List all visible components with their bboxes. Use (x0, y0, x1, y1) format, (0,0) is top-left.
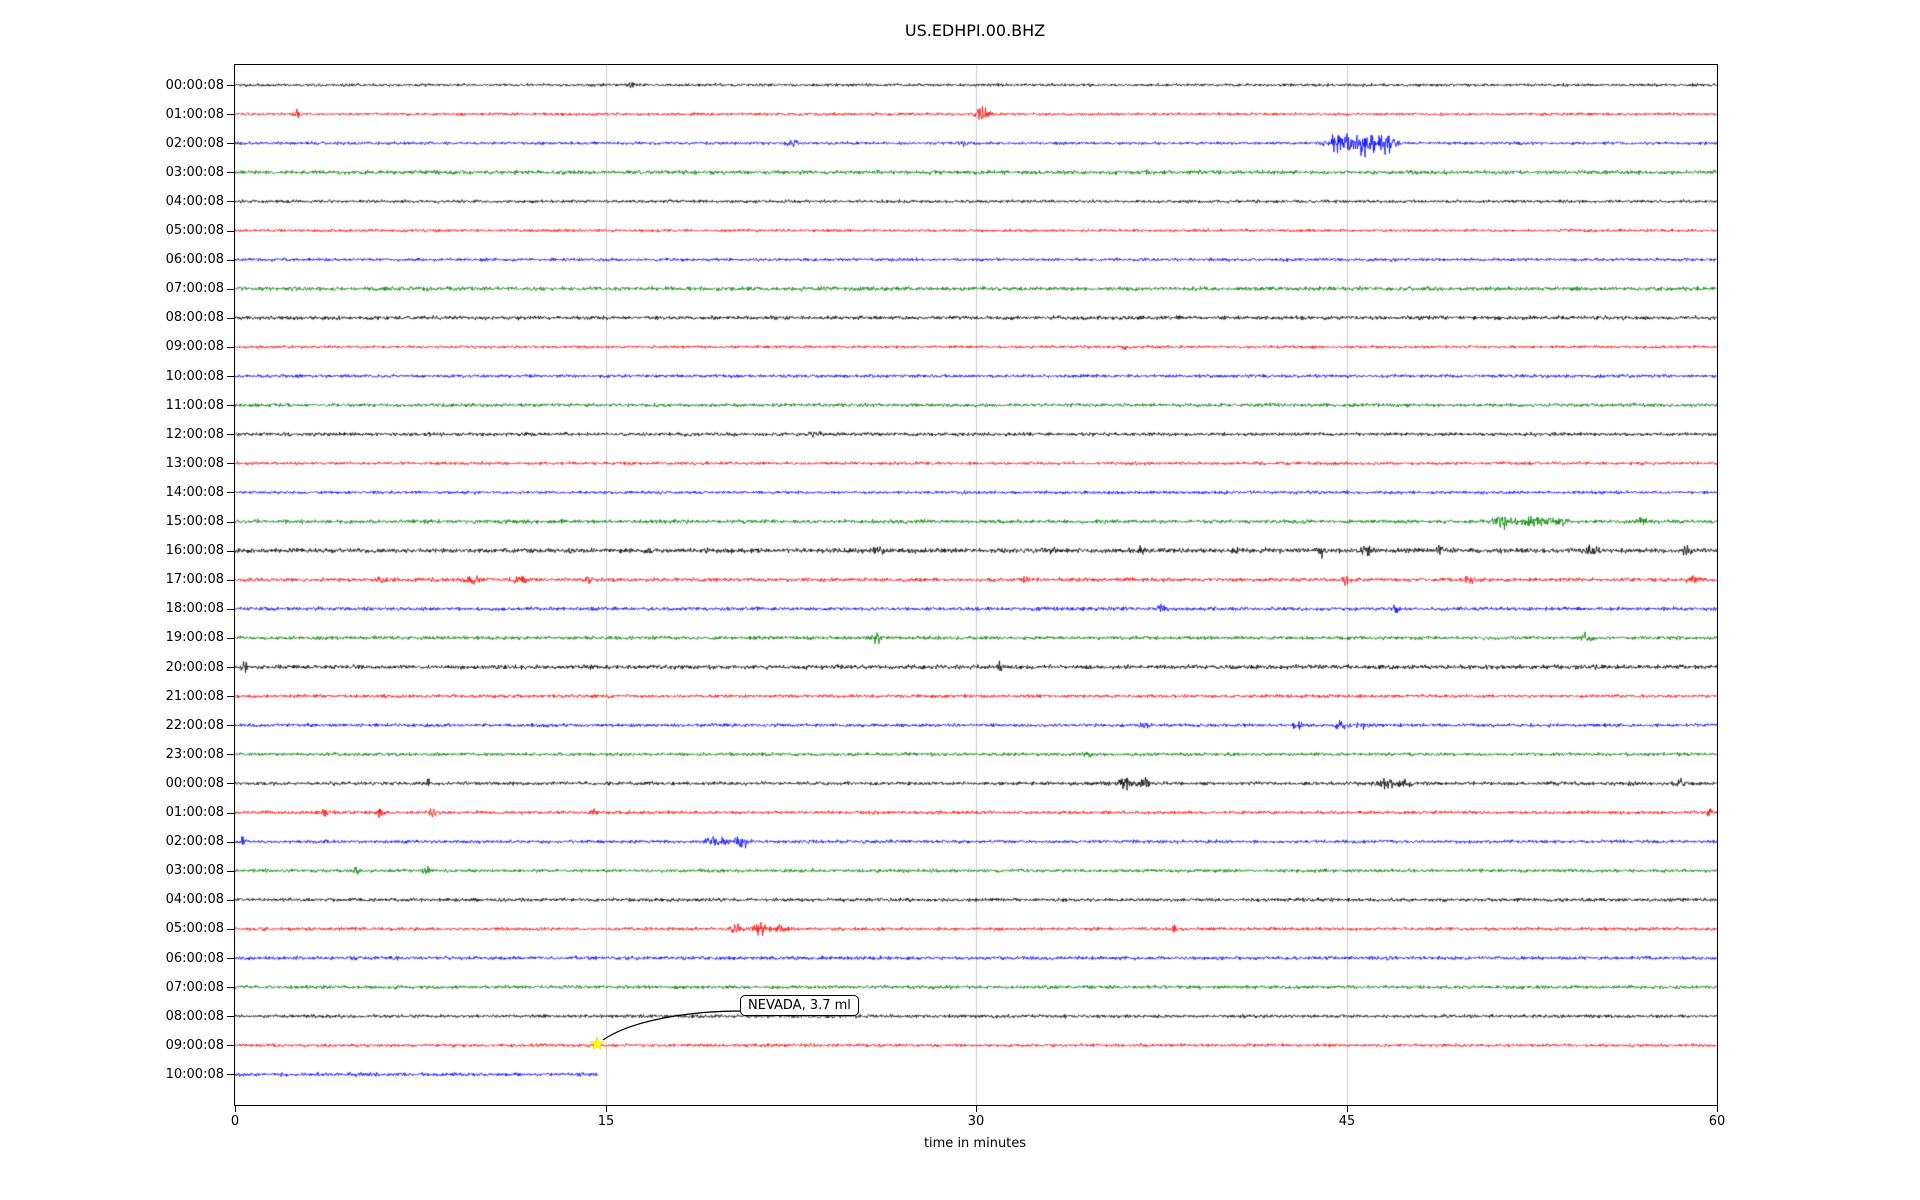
y-axis-label: 05:00:08 (165, 921, 224, 937)
y-axis-tick (227, 143, 234, 144)
y-axis-tick (227, 522, 234, 523)
y-axis-label: 01:00:08 (165, 805, 224, 820)
event-annotation-text: NEVADA, 3.7 ml (748, 998, 851, 1013)
y-axis-label: 19:00:08 (165, 630, 224, 646)
x-axis-label: time in minutes (923, 1136, 1027, 1151)
y-axis-label: 23:00:08 (165, 746, 224, 762)
y-axis-label: 21:00:08 (165, 688, 224, 704)
y-axis-tick (227, 289, 234, 290)
y-axis-tick (227, 813, 234, 814)
y-axis-label: 09:00:08 (165, 1037, 224, 1053)
y-axis-tick (227, 754, 234, 755)
y-axis-tick (227, 929, 234, 930)
x-tick-label: 0 (230, 1114, 240, 1129)
y-axis-label: 18:00:08 (165, 601, 224, 617)
y-axis-label: 09:00:08 (165, 339, 224, 355)
x-tick-label: 15 (597, 1114, 615, 1129)
y-axis-tick (227, 114, 234, 115)
y-axis-tick (227, 1016, 234, 1017)
y-axis-tick (227, 580, 234, 581)
y-axis-label: 00:00:08 (165, 775, 224, 791)
y-axis-tick (227, 696, 234, 697)
y-axis-label: 16:00:08 (165, 543, 224, 559)
y-axis-tick (227, 1045, 234, 1046)
y-axis-tick (227, 318, 234, 319)
y-axis-tick (227, 492, 234, 493)
y-axis-label: 08:00:08 (165, 1008, 224, 1024)
y-axis-label: 13:00:08 (165, 455, 224, 471)
y-axis-label: 00:00:08 (165, 77, 224, 93)
y-axis-tick (227, 463, 234, 464)
y-axis-tick (227, 958, 234, 959)
y-axis-label: 03:00:08 (165, 863, 224, 879)
y-axis-label: 01:00:08 (165, 106, 224, 122)
x-axis-tick (1717, 1106, 1718, 1112)
y-axis-label: 04:00:08 (165, 193, 224, 209)
y-axis-label: 12:00:08 (165, 426, 224, 442)
y-axis-label: 07:00:08 (165, 281, 224, 297)
y-axis-label: 04:00:08 (165, 892, 224, 908)
y-axis-label: 14:00:08 (165, 484, 224, 500)
x-axis-tick (235, 1106, 236, 1112)
y-axis-label: 08:00:08 (165, 310, 224, 326)
y-axis-tick (227, 405, 234, 406)
y-axis-tick (227, 1074, 234, 1075)
y-axis-tick (227, 638, 234, 639)
y-axis-tick (227, 347, 234, 348)
y-axis-tick (227, 667, 234, 668)
y-axis-tick (227, 987, 234, 988)
y-axis-tick (227, 900, 234, 901)
y-axis-tick (227, 871, 234, 872)
y-axis-tick (227, 201, 234, 202)
y-axis-label: 11:00:08 (165, 397, 224, 413)
trace-canvas (235, 65, 1717, 1105)
y-axis-tick (227, 172, 234, 173)
y-axis-tick (227, 231, 234, 232)
x-tick-label: 45 (1338, 1114, 1356, 1129)
y-axis-label: 02:00:08 (165, 135, 224, 151)
y-axis-label: 07:00:08 (165, 979, 224, 995)
y-axis-label: 06:00:08 (165, 252, 224, 268)
y-axis-label: 03:00:08 (165, 164, 224, 180)
y-axis-tick (227, 725, 234, 726)
y-axis-label: 06:00:08 (165, 950, 224, 966)
y-axis-label: 05:00:08 (165, 223, 224, 238)
y-axis-tick (227, 85, 234, 86)
y-axis-tick (227, 434, 234, 435)
x-axis-tick (976, 1106, 977, 1112)
y-axis-label: 20:00:08 (165, 659, 224, 675)
y-axis-tick (227, 842, 234, 843)
x-axis-tick (1347, 1106, 1348, 1112)
y-axis-tick (227, 609, 234, 610)
y-axis-label: 22:00:08 (165, 717, 224, 733)
y-axis-label: 02:00:08 (165, 834, 224, 850)
y-axis-label: 10:00:08 (165, 1066, 224, 1082)
x-axis-tick (606, 1106, 607, 1112)
plot-frame (234, 64, 1718, 1106)
y-axis-label: 10:00:08 (165, 368, 224, 384)
chart-title: US.EDHPI.00.BHZ (904, 21, 1046, 40)
y-axis-tick (227, 783, 234, 784)
x-tick-label: 60 (1708, 1114, 1726, 1129)
y-axis-label: 17:00:08 (165, 572, 224, 588)
event-annotation-box: NEVADA, 3.7 ml (740, 995, 859, 1016)
y-axis-label: 15:00:08 (165, 514, 224, 529)
y-axis-tick (227, 260, 234, 261)
y-axis-tick (227, 551, 234, 552)
y-axis-tick (227, 376, 234, 377)
x-tick-label: 30 (967, 1114, 985, 1129)
